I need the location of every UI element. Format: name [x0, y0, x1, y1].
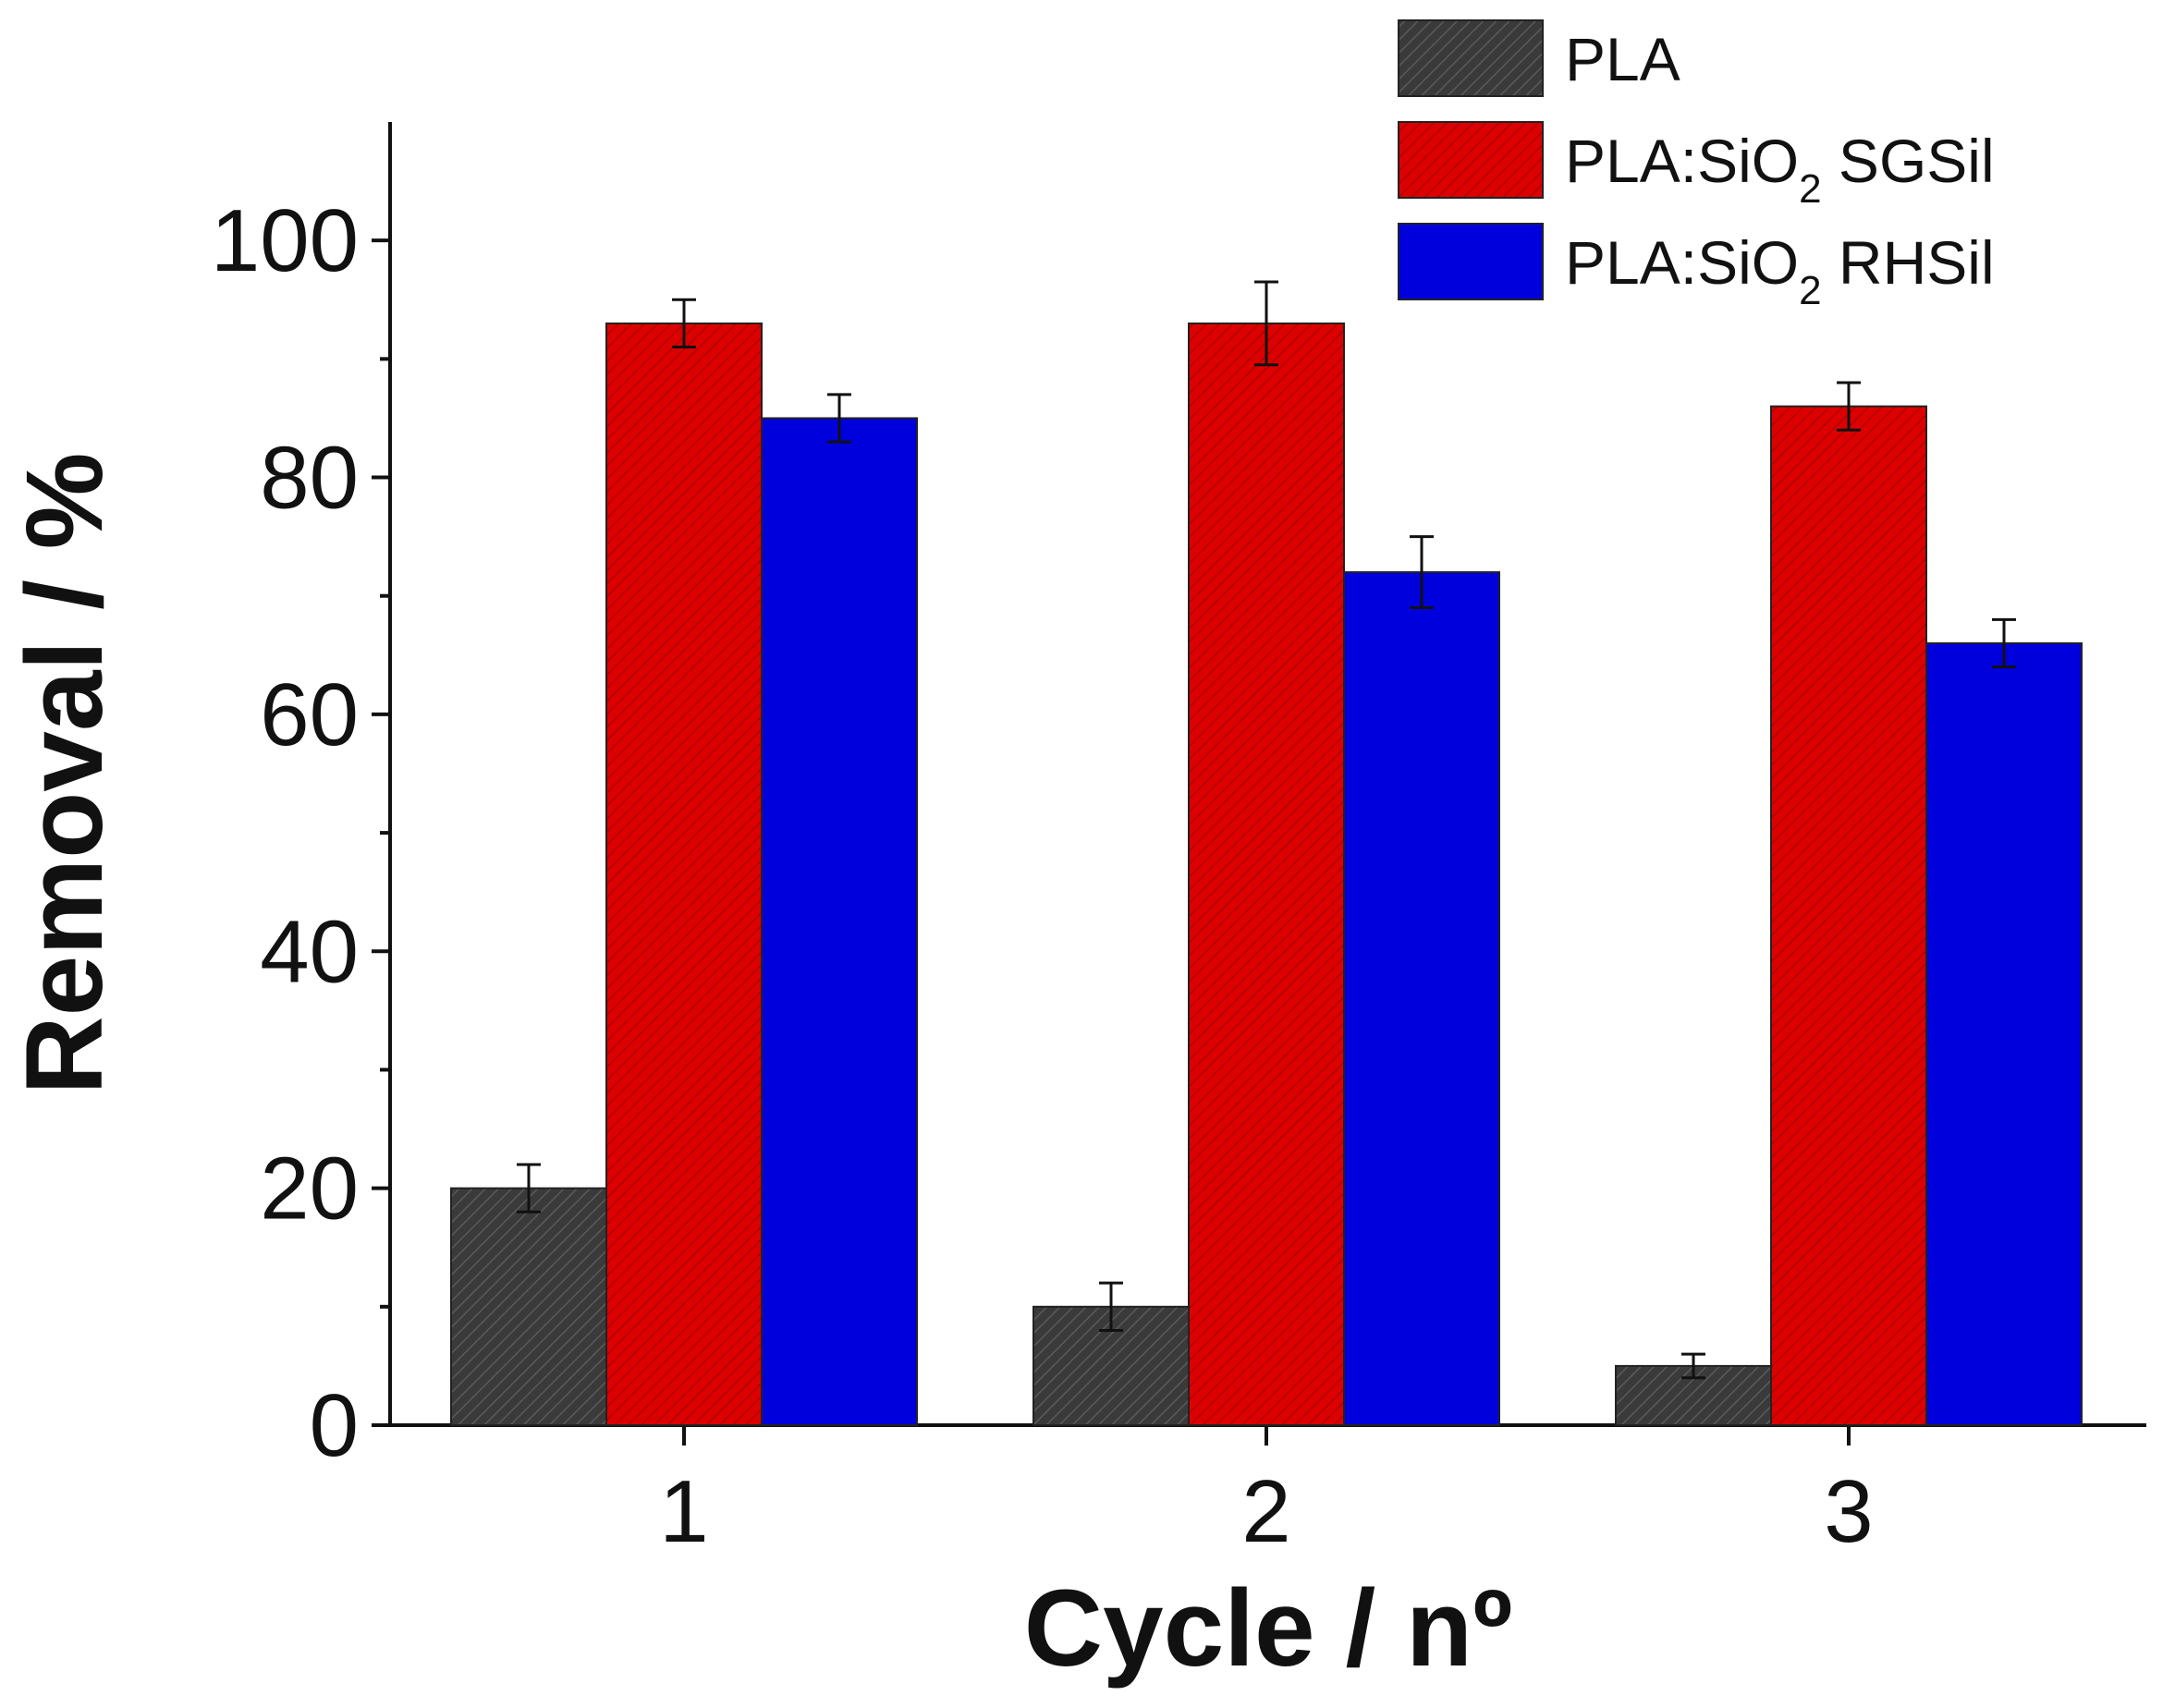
bar [1770, 405, 1927, 1426]
error-bar [1410, 535, 1434, 610]
error-bar [1099, 1281, 1123, 1332]
legend-label: PLA:SiO2 RHSil [1565, 228, 1995, 313]
bar [1925, 642, 2083, 1426]
x-tick-label: 1 [659, 1462, 708, 1561]
y-tick-label: 80 [260, 429, 359, 528]
y-ticks: 0 20 40 60 80 100 [211, 191, 390, 1475]
bar [1188, 322, 1345, 1427]
x-tick-label: 2 [1241, 1462, 1290, 1561]
legend-label: PLA:SiO2 SGSil [1565, 127, 1995, 212]
bar [1343, 571, 1500, 1426]
error-bar [672, 298, 696, 349]
y-tick-label: 40 [260, 902, 359, 1001]
error-bar [827, 393, 851, 444]
legend-swatch [1398, 19, 1544, 97]
error-bar [1837, 381, 1861, 432]
legend-swatch [1398, 121, 1544, 199]
legend: PLA PLA:SiO2 SGSil PLA:SiO2 RHSil [1398, 19, 1995, 313]
legend-item: PLA [1398, 19, 1680, 97]
x-tick-label: 3 [1824, 1462, 1873, 1561]
error-bar [1254, 280, 1278, 367]
bar [605, 322, 763, 1427]
y-axis-title: Removal / % [4, 452, 126, 1094]
bar [761, 417, 918, 1426]
legend-item: PLA:SiO2 RHSil [1398, 223, 1995, 313]
bars [450, 280, 2083, 1427]
legend-swatch [1398, 223, 1544, 300]
plot-area: 0 20 40 60 80 100 1 2 3 [211, 122, 2146, 1561]
legend-label: PLA [1565, 25, 1680, 93]
bar [450, 1187, 607, 1426]
legend-item: PLA:SiO2 SGSil [1398, 121, 1995, 212]
error-bar [1681, 1352, 1705, 1380]
x-axis-title: Cycle / nº [1024, 1568, 1512, 1690]
y-tick-label: 20 [260, 1140, 359, 1238]
y-tick-label: 0 [310, 1376, 359, 1475]
x-ticks: 1 2 3 [659, 1425, 1874, 1561]
error-bar [1992, 617, 2016, 669]
error-bar [517, 1163, 541, 1214]
y-tick-label: 60 [260, 665, 359, 764]
y-tick-label: 100 [211, 191, 359, 290]
